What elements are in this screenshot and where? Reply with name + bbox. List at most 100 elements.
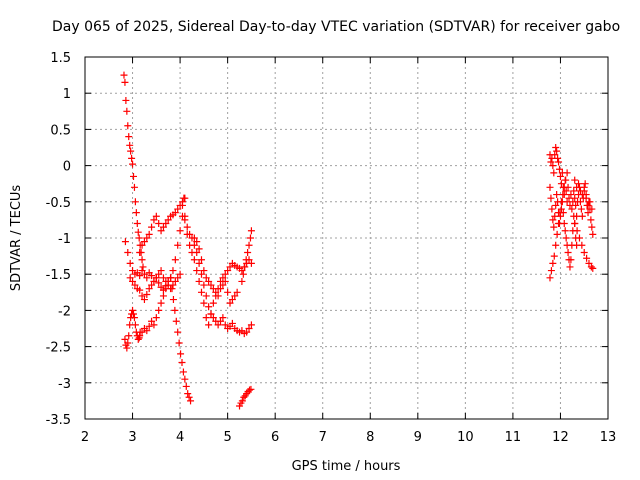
data-point — [241, 263, 249, 271]
data-point — [238, 277, 246, 285]
data-point — [564, 248, 572, 256]
data-point — [129, 267, 137, 275]
data-point — [190, 234, 198, 242]
data-point — [152, 274, 160, 282]
data-point — [573, 183, 581, 191]
y-tick-label: 0.5 — [50, 123, 71, 138]
data-point — [553, 191, 561, 199]
data-point — [547, 194, 555, 202]
data-point — [562, 176, 570, 184]
data-point — [155, 220, 163, 228]
data-point — [209, 314, 217, 322]
data-point — [190, 256, 198, 264]
data-point — [224, 267, 232, 275]
data-point — [148, 223, 156, 231]
data-point — [148, 281, 156, 289]
y-tick-label: 1 — [63, 87, 71, 102]
data-point — [155, 306, 163, 314]
data-point — [583, 254, 591, 262]
data-point — [549, 162, 557, 170]
data-point — [129, 306, 137, 314]
data-point — [563, 169, 571, 177]
data-point — [181, 375, 189, 383]
data-point — [205, 303, 213, 311]
data-point — [214, 292, 222, 300]
data-series — [571, 220, 597, 272]
data-point — [243, 328, 251, 336]
data-point — [560, 183, 568, 191]
data-point — [138, 328, 146, 336]
data-point — [143, 274, 151, 282]
data-point — [580, 248, 588, 256]
data-point — [145, 230, 153, 238]
data-point — [586, 198, 594, 206]
data-series — [121, 306, 144, 352]
data-point — [184, 390, 192, 398]
data-point — [195, 245, 203, 253]
data-point — [205, 277, 213, 285]
data-point — [202, 292, 210, 300]
data-point — [168, 285, 176, 293]
data-point — [138, 292, 146, 300]
data-point — [125, 332, 133, 340]
data-point — [221, 270, 229, 278]
data-point — [121, 78, 129, 86]
data-point — [178, 201, 186, 209]
data-point — [562, 187, 570, 195]
data-point — [572, 201, 580, 209]
data-point — [152, 212, 160, 220]
data-point — [155, 270, 163, 278]
data-point — [209, 285, 217, 293]
y-tick-label: -0.5 — [46, 196, 71, 211]
data-point — [127, 147, 135, 155]
data-point — [200, 281, 208, 289]
data-point — [547, 158, 555, 166]
x-tick-label: 8 — [366, 430, 374, 445]
y-tick-label: -2.5 — [46, 341, 71, 356]
data-point — [550, 223, 558, 231]
data-point — [552, 241, 560, 249]
data-series — [190, 234, 241, 307]
data-point — [573, 227, 581, 235]
data-point — [181, 194, 189, 202]
data-point — [171, 306, 179, 314]
data-point — [214, 321, 222, 329]
data-point — [207, 310, 215, 318]
data-point — [145, 285, 153, 293]
data-point — [135, 234, 143, 242]
data-point — [246, 386, 254, 394]
y-tick-label: -1 — [58, 232, 71, 247]
data-point — [226, 263, 234, 271]
data-point — [140, 270, 148, 278]
data-point — [138, 256, 146, 264]
data-point — [143, 290, 151, 298]
data-point — [138, 241, 146, 249]
data-point — [193, 238, 201, 246]
data-series — [236, 385, 255, 410]
data-point — [217, 317, 225, 325]
data-point — [145, 322, 153, 330]
data-series — [167, 274, 195, 405]
data-point — [136, 286, 144, 294]
data-point — [589, 264, 597, 272]
data-point — [575, 234, 583, 242]
data-point — [240, 393, 248, 401]
data-point — [125, 133, 133, 141]
data-point — [566, 263, 574, 271]
data-point — [212, 288, 220, 296]
data-point — [549, 216, 557, 224]
x-tick-labels: 2 3 4 5 6 7 8 9 10 11 12 13 — [81, 430, 616, 445]
data-point — [148, 317, 156, 325]
data-point — [140, 296, 148, 304]
data-point — [205, 321, 213, 329]
data-point — [553, 147, 561, 155]
data-point — [174, 274, 182, 282]
data-point — [589, 230, 597, 238]
data-point — [131, 321, 139, 329]
data-point — [242, 256, 250, 264]
data-point — [221, 277, 229, 285]
data-point — [553, 230, 561, 238]
data-point — [171, 209, 179, 217]
data-point — [570, 187, 578, 195]
